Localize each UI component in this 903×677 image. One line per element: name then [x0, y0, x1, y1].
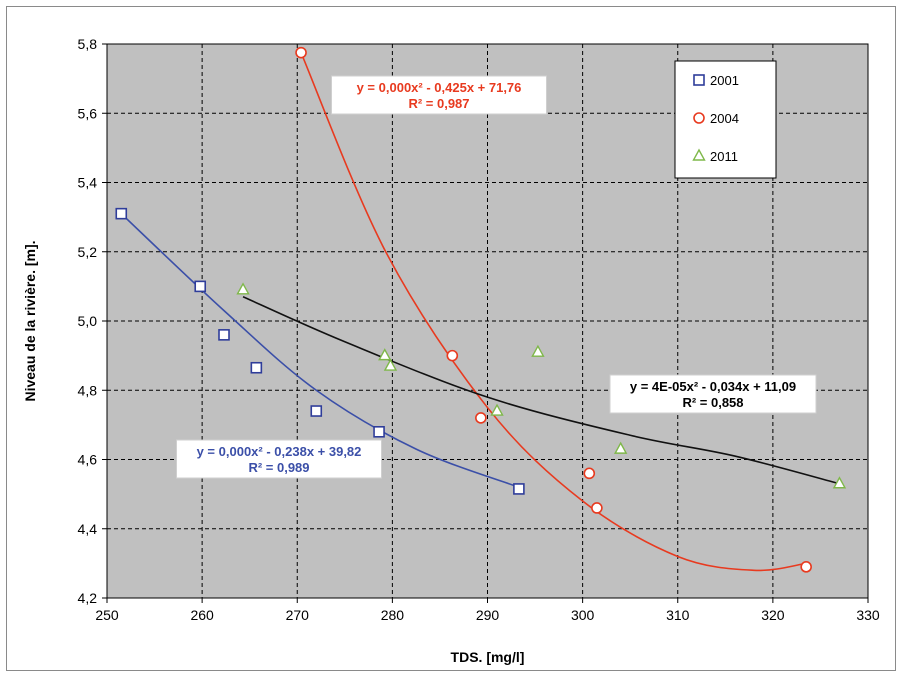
- equation-box-2001: [176, 439, 382, 479]
- data-point-2001: [250, 361, 263, 374]
- trendline-2001: [120, 213, 520, 488]
- data-point-2011: [236, 282, 250, 295]
- data-point-2001: [513, 483, 525, 495]
- data-point-2001: [218, 329, 230, 341]
- data-point-2011: [832, 476, 847, 489]
- data-point-2001: [373, 425, 385, 438]
- trendline-2011: [242, 296, 840, 485]
- trendlines: [120, 52, 840, 572]
- legend-marker-2001: [693, 74, 705, 86]
- legend-label-2011: 2011: [710, 149, 738, 164]
- y-tick-label: 5,4: [78, 175, 98, 191]
- x-tick-label: 320: [761, 607, 785, 623]
- y-tick-label: 5,8: [78, 36, 98, 52]
- data-point-2004: [800, 561, 812, 573]
- x-tick-label: 280: [381, 607, 405, 623]
- y-tick-label: 5,2: [78, 244, 98, 260]
- trendline-2004: [300, 52, 807, 572]
- equation-label-2004: y = 0,000x² - 0,425x + 71,76: [357, 80, 522, 95]
- legend: 2001 2004 2011: [674, 60, 777, 179]
- data-point-2011: [613, 441, 628, 454]
- x-axis-ticks: 250 260 270 280 290 300 310 320 330: [95, 598, 880, 623]
- y-tick-label: 4,2: [78, 590, 98, 606]
- data-point-2004: [446, 349, 459, 362]
- x-tick-label: 250: [95, 607, 119, 623]
- data-point-2011: [531, 344, 545, 357]
- data-point-2004: [591, 502, 603, 514]
- y-tick-label: 4,4: [78, 521, 98, 537]
- scatter-chart: 250 260 270 280 290 300 310 320 330 4,2 4,4 4,6 4,8…: [22, 36, 880, 665]
- data-point-2011: [378, 348, 392, 361]
- x-tick-label: 290: [476, 607, 500, 623]
- data-point-2004: [295, 46, 307, 59]
- y-tick-label: 4,6: [78, 452, 98, 468]
- y-tick-label: 5,0: [78, 313, 98, 329]
- x-axis-title: TDS. [mg/l]: [451, 649, 525, 665]
- data-point-2004: [583, 467, 596, 480]
- x-tick-label: 310: [666, 607, 690, 623]
- equation-label-2011: y = 4E-05x² - 0,034x + 11,09: [630, 379, 796, 394]
- data-point-2011: [383, 358, 398, 371]
- x-tick-label: 300: [571, 607, 595, 623]
- y-tick-label: 4,8: [78, 382, 98, 398]
- data-point-2001: [194, 280, 207, 293]
- r2-label-2011: R² = 0,858: [682, 395, 743, 410]
- r2-label-2001: R² = 0,989: [248, 460, 309, 475]
- data-points: [115, 46, 847, 573]
- legend-box: [674, 60, 777, 179]
- legend-marker-2004: [693, 112, 705, 124]
- r2-label-2004: R² = 0,987: [408, 96, 469, 111]
- equation-box-2004: [331, 75, 547, 115]
- x-tick-label: 260: [190, 607, 214, 623]
- data-point-2001: [115, 207, 128, 220]
- legend-label-2001: 2001: [710, 73, 739, 88]
- x-tick-label: 270: [286, 607, 310, 623]
- y-tick-label: 5,6: [78, 105, 98, 121]
- y-axis-title: Niveau de la rivière. [m].: [22, 240, 38, 401]
- equation-label-2001: y = 0,000x² - 0,238x + 39,82: [197, 444, 362, 459]
- data-point-2004: [475, 412, 487, 424]
- equation-box-2011: [609, 374, 817, 414]
- data-point-2001: [310, 405, 323, 417]
- data-point-2011: [490, 403, 504, 416]
- x-tick-label: 330: [856, 607, 880, 623]
- legend-label-2004: 2004: [710, 111, 739, 126]
- legend-marker-2011: [692, 148, 706, 161]
- chart-frame: 250 260 270 280 290 300 310 320 330 4,2 4,4 4,6 4,8…: [6, 6, 896, 671]
- y-axis-ticks: 4,2 4,4 4,6 4,8 5,0 5,2 5,4 5,6 5,8: [78, 36, 107, 606]
